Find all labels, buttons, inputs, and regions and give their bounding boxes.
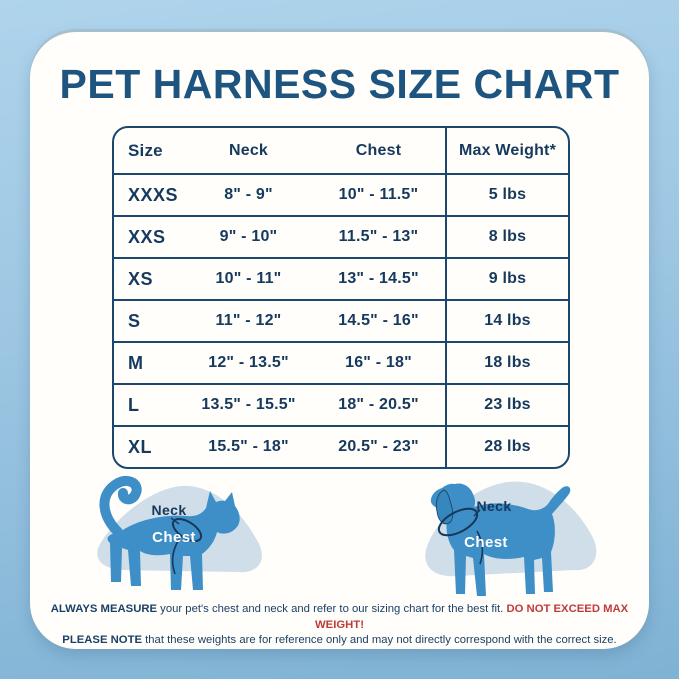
table-row: L 13.5" - 15.5" 18" - 20.5" 23 lbs [114, 383, 568, 425]
footer-measure-bold: ALWAYS MEASURE [50, 603, 158, 615]
chest-cell: 14.5" - 16" [338, 312, 419, 329]
table-row: M 12" - 13.5" 16" - 18" 18 lbs [114, 341, 568, 383]
dog-neck-pointer [473, 509, 481, 517]
neck-cell: 12" - 13.5" [208, 354, 289, 371]
cat-neck-pointer [170, 517, 180, 525]
footer-note-text: that these weights are for reference onl… [142, 634, 617, 646]
column-header-max-weight: Max Weight* [445, 128, 568, 173]
cat-measure-diagram: Neck Chest [78, 470, 338, 610]
neck-cell: 8" - 9" [224, 186, 273, 203]
size-cell: S [128, 310, 141, 331]
table-row: XS 10" - 11" 13" - 14.5" 9 lbs [114, 257, 568, 299]
size-cell: M [128, 352, 144, 373]
size-cell: L [128, 394, 140, 415]
chest-cell: 16" - 18" [345, 354, 412, 371]
max-weight-cell: 23 lbs [445, 385, 568, 425]
table-body: XXXS 8" - 9" 10" - 11.5" 5 lbs XXS 9" - 10" 11… [114, 175, 568, 467]
footer-note-bold: PLEASE NOTE [62, 634, 142, 646]
dog-measure-diagram: Neck Chest [398, 470, 618, 607]
cat-chest-label: Chest [152, 529, 196, 546]
table-row: S 11" - 12" 14.5" - 16" 14 lbs [114, 299, 568, 341]
cat-illustration: Neck Chest [97, 475, 262, 590]
dog-body [430, 483, 571, 596]
chest-cell: 10" - 11.5" [338, 186, 419, 203]
size-cell: XXS [128, 226, 166, 247]
size-chart-card: PET HARNESS SIZE CHART Size Neck Chest M… [30, 32, 649, 649]
max-weight-cell: 9 lbs [445, 259, 568, 299]
table-header-row: Size Neck Chest Max Weight* [114, 128, 568, 175]
chest-cell: 20.5" - 23" [338, 438, 419, 455]
neck-cell: 13.5" - 15.5" [201, 396, 296, 413]
cat-neck-label: Neck [151, 502, 186, 518]
cat-chest-measure-line [171, 535, 182, 575]
column-header-chest: Chest [355, 141, 402, 159]
cat-body [107, 491, 240, 590]
chest-cell: 18" - 20.5" [338, 396, 419, 413]
footer-measure-text: your pet's chest and neck and refer to o… [157, 603, 507, 615]
max-weight-cell: 18 lbs [445, 343, 568, 383]
chest-cell: 11.5" - 13" [338, 228, 419, 245]
neck-cell: 9" - 10" [219, 228, 278, 245]
page-title: PET HARNESS SIZE CHART [59, 61, 620, 107]
cat-neck-measure-line [171, 518, 203, 542]
dog-chest-measure-line [476, 530, 484, 565]
dog-illustration: Neck Chest [425, 481, 597, 596]
footer-disclaimer: ALWAYS MEASURE your pet's chest and neck… [44, 602, 635, 649]
chest-cell: 13" - 14.5" [338, 270, 419, 287]
max-weight-cell: 5 lbs [445, 175, 568, 215]
footer-warning: DO NOT EXCEED MAX WEIGHT! [315, 603, 629, 631]
max-weight-cell: 14 lbs [445, 301, 568, 341]
size-cell: XL [128, 436, 153, 457]
cat-tail [99, 475, 142, 537]
size-cell: XS [128, 268, 154, 289]
dog-neck-measure-line [437, 507, 479, 537]
neck-cell: 10" - 11" [215, 270, 282, 287]
dog-neck-label: Neck [476, 498, 511, 514]
max-weight-cell: 28 lbs [445, 427, 568, 467]
dog-chest-label: Chest [464, 534, 508, 551]
max-weight-cell: 8 lbs [445, 217, 568, 257]
size-cell: XXXS [128, 184, 179, 205]
size-table: Size Neck Chest Max Weight* XXXS 8" - 9" 1… [112, 126, 570, 469]
column-header-size: Size [128, 140, 163, 160]
column-header-neck: Neck [228, 141, 269, 159]
table-row: XL 15.5" - 18" 20.5" - 23" 28 lbs [114, 425, 568, 467]
neck-cell: 15.5" - 18" [208, 438, 289, 455]
neck-cell: 11" - 12" [215, 312, 282, 329]
table-row: XXXS 8" - 9" 10" - 11.5" 5 lbs [114, 175, 568, 215]
table-row: XXS 9" - 10" 11.5" - 13" 8 lbs [114, 215, 568, 257]
